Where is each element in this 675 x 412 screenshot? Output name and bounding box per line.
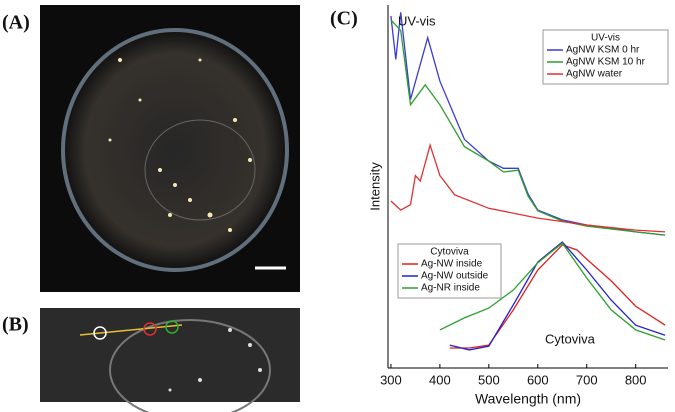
spectrum-line xyxy=(390,142,666,233)
spectrum-line xyxy=(449,241,666,351)
annotation: UV-vis xyxy=(398,13,436,28)
x-tick-label: 400 xyxy=(429,372,451,387)
y-axis-title: Intensity xyxy=(367,162,382,211)
panel-label: (C) xyxy=(330,8,358,30)
legend-label: Ag-NW inside xyxy=(421,259,483,270)
legend-label: Ag-NW outside xyxy=(421,271,489,282)
micrograph-b xyxy=(40,308,300,412)
spectrum-line xyxy=(390,19,666,236)
legend-title: Cytoviva xyxy=(430,247,469,258)
x-tick-label: 700 xyxy=(576,372,598,387)
legend-label: AgNW water xyxy=(566,69,623,80)
panel-label: (A) xyxy=(2,12,30,34)
spectrum-line xyxy=(449,244,666,349)
panel-label: (B) xyxy=(2,314,29,336)
legend-label: AgNW KSM 0 hr xyxy=(566,45,640,56)
annotation: Cytoviva xyxy=(545,331,596,346)
legend-label: Ag-NR inside xyxy=(421,283,480,294)
spectrum-line xyxy=(439,242,666,341)
legend-label: AgNW KSM 10 hr xyxy=(566,57,646,68)
x-axis-title: Wavelength (nm) xyxy=(475,391,581,407)
x-tick-label: 300 xyxy=(380,372,402,387)
legend-box xyxy=(397,243,502,299)
x-tick-label: 600 xyxy=(527,372,549,387)
micrograph-a xyxy=(40,5,300,292)
legend-title: UV-vis xyxy=(591,33,620,44)
x-tick-label: 800 xyxy=(625,372,647,387)
legend-box xyxy=(542,29,669,85)
x-tick-label: 500 xyxy=(478,372,500,387)
